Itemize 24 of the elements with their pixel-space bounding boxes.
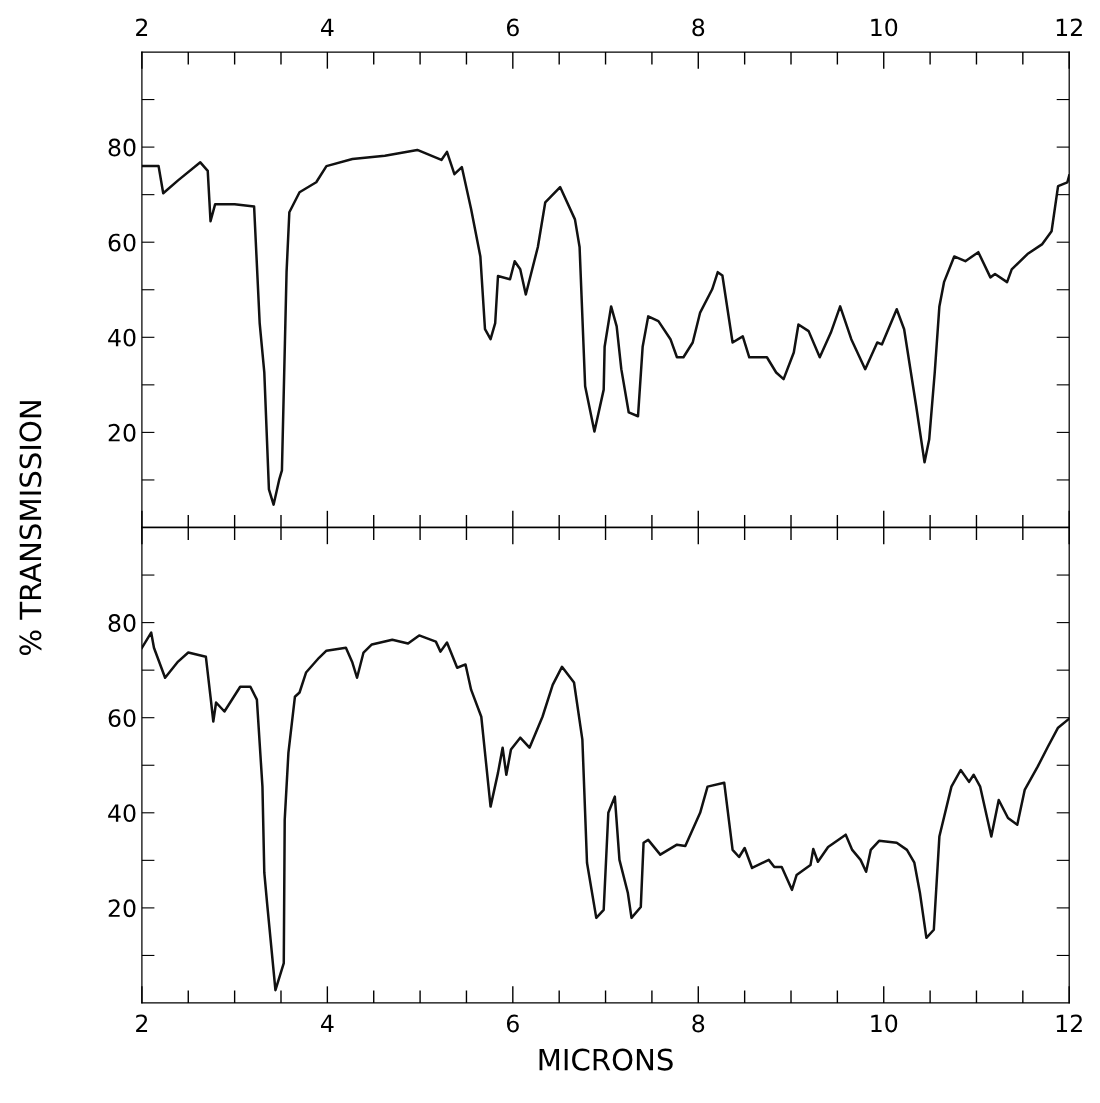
y-axis-title: % TRANSMISSION [19, 401, 42, 656]
x-tick-label: 6 [506, 1014, 519, 1033]
y-tick-label: 20 [108, 423, 136, 442]
x-tick-label: 8 [692, 1014, 705, 1033]
y-tick-label: 60 [108, 233, 136, 252]
x-tick-label: 12 [1056, 18, 1082, 36]
y-tick-label: 80 [108, 138, 136, 157]
x-tick-label: 8 [692, 18, 705, 37]
x-tick-label: 10 [871, 1014, 898, 1033]
x-tick-label: 4 [321, 1014, 334, 1033]
y-tick-label: 40 [108, 328, 136, 347]
x-tick-label: 2 [136, 18, 148, 36]
x-tick-label: 12 [1056, 1014, 1082, 1033]
y-tick-label: 60 [108, 709, 136, 728]
y-tick-label: 80 [108, 614, 136, 632]
x-tick-label: 2 [136, 1014, 148, 1033]
y-tick-label: 20 [108, 899, 136, 918]
line-series [141, 148, 1070, 506]
y-tick-label: 40 [108, 804, 136, 823]
x-axis-title: MICRONS [539, 1048, 673, 1071]
x-tick-label: 6 [506, 18, 519, 37]
x-tick-label: 4 [321, 18, 334, 36]
x-tick-label: 10 [871, 18, 898, 37]
line-series [141, 631, 1070, 992]
